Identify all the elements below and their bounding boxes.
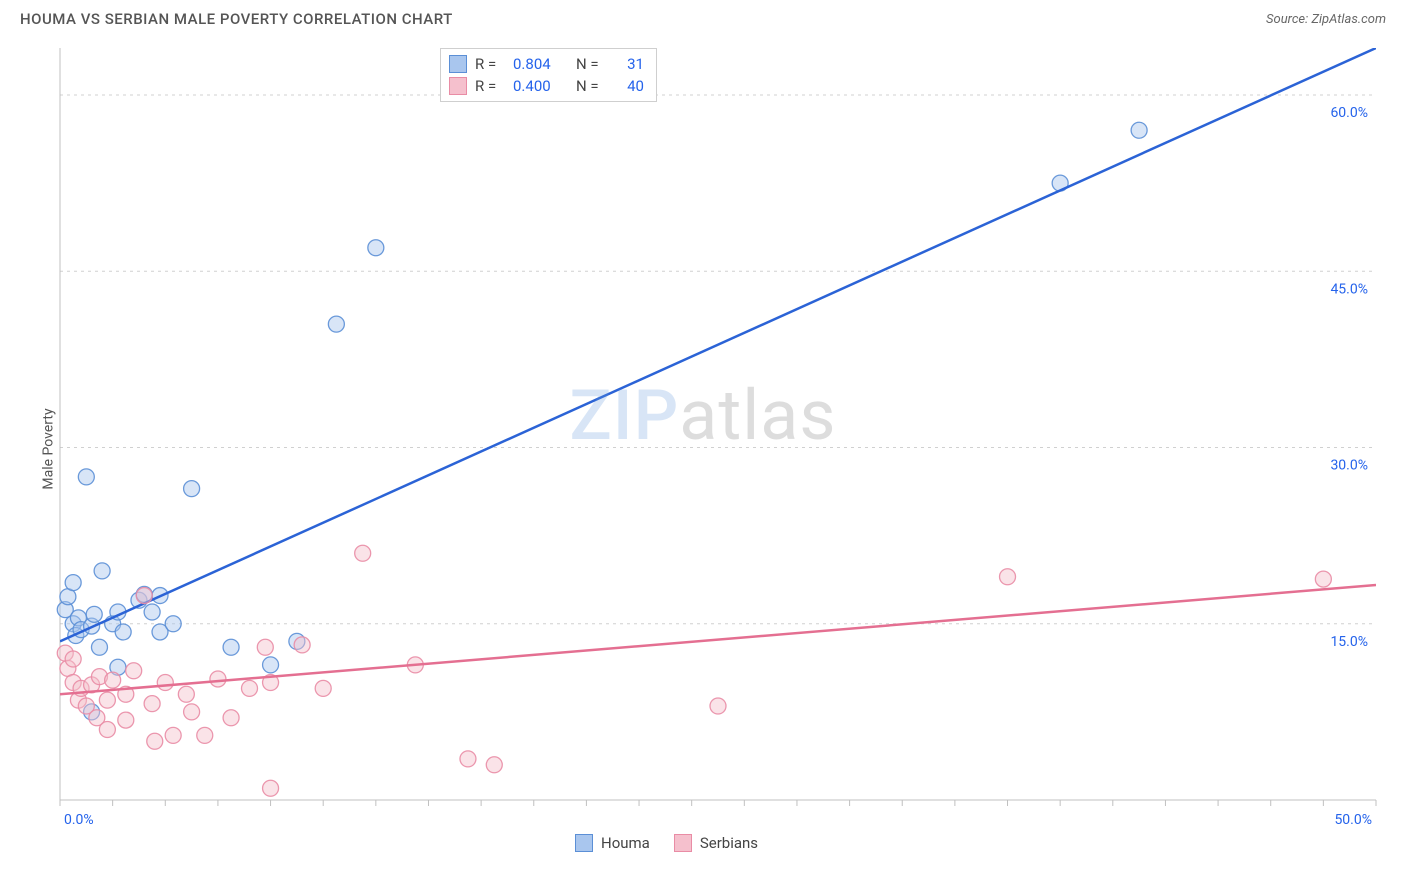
data-point [165, 727, 181, 743]
data-point [144, 604, 160, 620]
data-point [257, 639, 273, 655]
legend-item: Houma [575, 834, 650, 852]
chart-title: HOUMA VS SERBIAN MALE POVERTY CORRELATIO… [20, 10, 453, 28]
y-tick-label: 60.0% [1330, 105, 1368, 121]
data-point [178, 686, 194, 702]
source-attribution: Source: ZipAtlas.com [1266, 12, 1386, 27]
legend-r-label: R = [475, 77, 505, 95]
y-axis-label: Male Poverty [41, 408, 57, 489]
data-point [368, 240, 384, 256]
series-legend: Houma Serbians [575, 834, 758, 852]
data-point [1315, 571, 1331, 587]
x-tick-label: 50.0% [1334, 812, 1372, 828]
data-point [242, 680, 258, 696]
legend-n-label: N = [576, 77, 606, 95]
data-point [78, 469, 94, 485]
data-point [126, 663, 142, 679]
legend-r-value: 0.804 [513, 55, 568, 73]
chart-area: Male Poverty ZIPatlas 15.0%30.0%45.0%60.… [0, 34, 1406, 864]
data-point [460, 751, 476, 767]
legend-swatch [674, 834, 692, 852]
data-point [210, 671, 226, 687]
legend-n-value: 31 [614, 55, 644, 73]
legend-r-value: 0.400 [513, 77, 568, 95]
y-tick-label: 45.0% [1330, 281, 1368, 297]
data-point [355, 545, 371, 561]
data-point [223, 710, 239, 726]
data-point [294, 637, 310, 653]
y-tick-label: 15.0% [1330, 634, 1368, 650]
data-point [1131, 122, 1147, 138]
chart-header: HOUMA VS SERBIAN MALE POVERTY CORRELATIO… [0, 0, 1406, 34]
correlation-legend: R = 0.804 N = 31 R = 0.400 N = 40 [440, 48, 657, 102]
data-point [315, 680, 331, 696]
legend-swatch [449, 77, 467, 95]
data-point [1000, 569, 1016, 585]
data-point [147, 733, 163, 749]
data-point [91, 639, 107, 655]
data-point [263, 657, 279, 673]
trend-line [60, 48, 1376, 641]
scatter-chart: 15.0% 30.0% 45.0% 60.0% 0.0% 50.0% [0, 34, 1406, 864]
x-tick-label: 0.0% [64, 812, 94, 828]
data-point [99, 722, 115, 738]
data-point [65, 651, 81, 667]
data-point [65, 575, 81, 591]
y-tick-label: 30.0% [1330, 458, 1368, 474]
legend-row: R = 0.400 N = 40 [449, 75, 644, 97]
legend-swatch [449, 55, 467, 73]
data-point [144, 696, 160, 712]
legend-row: R = 0.804 N = 31 [449, 53, 644, 75]
data-point [165, 616, 181, 632]
data-point [197, 727, 213, 743]
legend-swatch [575, 834, 593, 852]
data-point [486, 757, 502, 773]
legend-r-label: R = [475, 55, 505, 73]
data-point [328, 316, 344, 332]
legend-item: Serbians [674, 834, 758, 852]
data-point [99, 692, 115, 708]
legend-series-label: Serbians [700, 834, 758, 852]
source-label: Source: [1266, 12, 1311, 27]
data-point [86, 606, 102, 622]
legend-series-label: Houma [601, 834, 650, 852]
data-point [184, 704, 200, 720]
data-point [157, 675, 173, 691]
data-point [223, 639, 239, 655]
data-point [115, 624, 131, 640]
data-point [136, 588, 152, 604]
trend-line [60, 585, 1376, 694]
data-point [94, 563, 110, 579]
data-point [263, 780, 279, 796]
data-point [184, 481, 200, 497]
legend-n-value: 40 [614, 77, 644, 95]
data-point [710, 698, 726, 714]
data-point [105, 672, 121, 688]
legend-n-label: N = [576, 55, 606, 73]
source-value: ZipAtlas.com [1311, 12, 1386, 27]
data-point [118, 712, 134, 728]
